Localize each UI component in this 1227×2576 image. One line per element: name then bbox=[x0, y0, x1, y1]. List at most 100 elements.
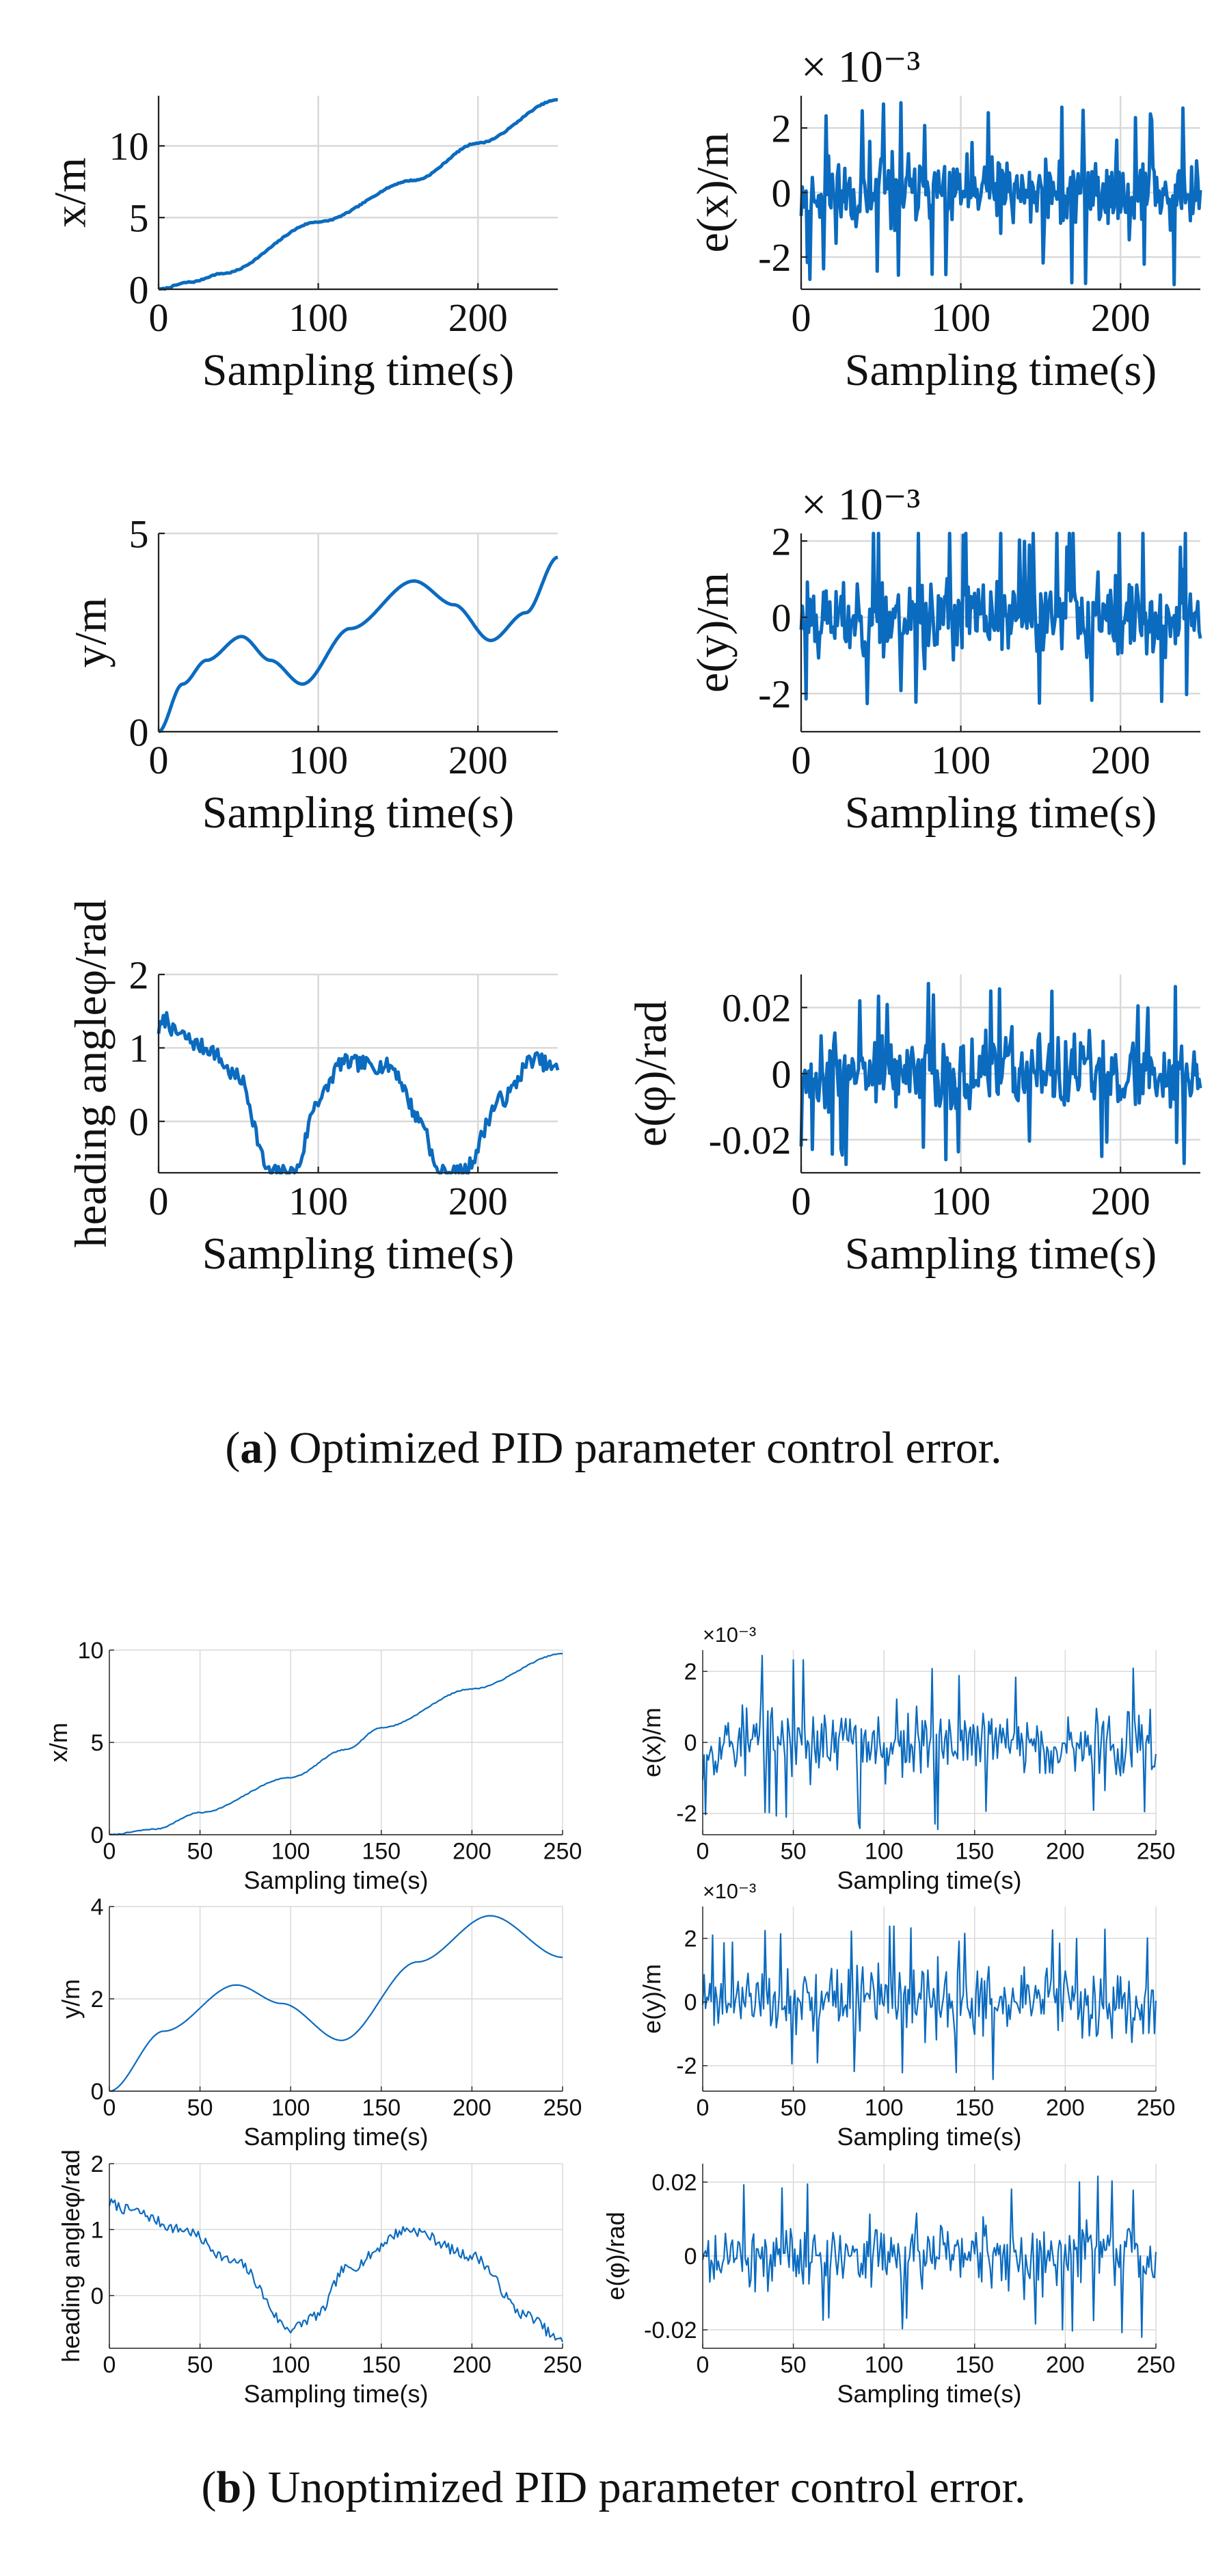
y-tick-label: -2 bbox=[676, 2054, 697, 2080]
x-tick-label: 100 bbox=[865, 2352, 904, 2378]
x-tick-label: 100 bbox=[288, 1179, 348, 1223]
x-tick-label: 50 bbox=[187, 2095, 213, 2121]
x-tick-label: 250 bbox=[543, 1839, 582, 1865]
chart-b-x: 0 50 100 150 200 250 0 5 10 Sampling time(s) x/m bbox=[44, 1638, 582, 1894]
y-axis-label: e(x)/m bbox=[688, 133, 738, 253]
y-tick-label: 0 bbox=[129, 710, 149, 754]
y-tick-label: 0.02 bbox=[651, 2170, 697, 2196]
y-tick-label: 5 bbox=[91, 1730, 104, 1756]
grid-a-y bbox=[157, 532, 558, 733]
x-tick-label: 200 bbox=[453, 2352, 491, 2378]
y-axis-label: x/m bbox=[46, 157, 96, 228]
caption-b: (b) Unoptimized PID parameter control er… bbox=[0, 2462, 1227, 2514]
y-tick-label: 10 bbox=[78, 1638, 104, 1664]
y-tick-label: 0 bbox=[91, 2079, 104, 2105]
y-tick-label: 2 bbox=[684, 1659, 697, 1685]
series-line-b-x-0 bbox=[109, 1652, 563, 1836]
x-tick-label: 0 bbox=[103, 1839, 116, 1865]
x-axis-label: Sampling time(s) bbox=[845, 788, 1157, 838]
x-tick-label: 200 bbox=[1046, 1839, 1085, 1865]
x-tick-label: 150 bbox=[955, 1839, 994, 1865]
caption-a-paren: ( bbox=[225, 1423, 241, 1473]
series-line-a-ex-0 bbox=[799, 101, 1202, 287]
series-line-b-h-0 bbox=[108, 2198, 564, 2343]
x-tick-label: 0 bbox=[792, 295, 811, 340]
grid-a-x bbox=[157, 96, 558, 291]
x-tick-label: 100 bbox=[931, 738, 990, 782]
y-tick-label: 0 bbox=[684, 1990, 697, 2016]
x-tick-label: 150 bbox=[955, 2095, 994, 2121]
y-tick-label: -0.02 bbox=[644, 2318, 697, 2343]
x-axis-label: Sampling time(s) bbox=[202, 1229, 514, 1279]
y-tick-label: 5 bbox=[129, 512, 149, 556]
y-tick-label: 0 bbox=[91, 1822, 104, 1848]
series-line-a-y-0 bbox=[158, 555, 558, 734]
x-tick-label: 200 bbox=[1091, 1179, 1150, 1223]
x-tick-label: 200 bbox=[448, 738, 508, 782]
x-tick-label: 200 bbox=[1046, 2352, 1085, 2378]
x-tick-label: 0 bbox=[792, 1179, 811, 1223]
y-tick-label: 2 bbox=[684, 1926, 697, 1952]
y-tick-label: 0 bbox=[129, 267, 149, 312]
x-tick-label: 200 bbox=[453, 1839, 491, 1865]
series-line-b-y-0 bbox=[109, 1915, 563, 2093]
caption-a-text: ) Optimized PID parameter control error. bbox=[262, 1423, 1002, 1473]
y-axis-label: e(φ)/rad bbox=[626, 1000, 676, 1147]
y-axis-label: e(φ)/rad bbox=[602, 2212, 630, 2300]
y-tick-label: 1 bbox=[129, 1026, 149, 1071]
y-tick-label: 1 bbox=[91, 2217, 104, 2243]
x-axis-label: Sampling time(s) bbox=[243, 2123, 428, 2151]
y-axis-label: x/m bbox=[44, 1723, 72, 1762]
y-axis-label: heading angleφ/rad bbox=[57, 2149, 85, 2363]
x-tick-label: 200 bbox=[453, 2095, 491, 2121]
chart-a-y: 0 100 200 0 5 Sampling time(s) y/m bbox=[66, 512, 558, 838]
x-tick-label: 100 bbox=[288, 738, 348, 782]
series-line-b-ex-0 bbox=[701, 1654, 1157, 1831]
x-tick-label: 100 bbox=[271, 1839, 310, 1865]
caption-a-letter: a bbox=[240, 1423, 263, 1473]
x-tick-label: 250 bbox=[1137, 2352, 1176, 2378]
x-tick-label: 0 bbox=[697, 1839, 710, 1865]
x-axis-label: Sampling time(s) bbox=[837, 2123, 1021, 2151]
y-tick-label: 2 bbox=[91, 1987, 104, 2013]
x-tick-label: 0 bbox=[149, 738, 169, 782]
chart-a-h: 0 100 200 0 1 2 Sampling time(s) heading angleφ… bbox=[66, 899, 560, 1279]
caption-b-letter: b bbox=[216, 2462, 242, 2512]
y-tick-label: 0 bbox=[772, 171, 792, 215]
x-tick-label: 50 bbox=[781, 1839, 807, 1865]
grid-b-y bbox=[109, 1906, 563, 2092]
y-tick-label: 4 bbox=[91, 1894, 104, 1920]
exponent-label: ×10⁻³ bbox=[703, 1880, 756, 1903]
chart-a-x: 0 100 200 0 5 10 Sampling time(s) x/m bbox=[46, 96, 558, 395]
x-tick-label: 250 bbox=[543, 2352, 582, 2378]
x-tick-label: 250 bbox=[1137, 2095, 1176, 2121]
x-tick-label: 200 bbox=[448, 1179, 508, 1223]
series-line-a-h-0 bbox=[157, 1011, 560, 1175]
y-tick-label: 2 bbox=[129, 953, 149, 997]
x-tick-label: 100 bbox=[865, 2095, 904, 2121]
x-tick-label: 150 bbox=[362, 2352, 401, 2378]
y-tick-label: -2 bbox=[758, 672, 791, 717]
y-axis-label: e(y)/m bbox=[688, 572, 738, 693]
exponent-label: × 10⁻³ bbox=[801, 480, 920, 530]
exponent-label: ×10⁻³ bbox=[703, 1623, 756, 1647]
x-tick-label: 200 bbox=[1091, 295, 1150, 340]
grid-b-ey bbox=[702, 1907, 1157, 2091]
caption-b-paren: ( bbox=[201, 2462, 217, 2512]
x-tick-label: 50 bbox=[187, 1839, 213, 1865]
x-tick-label: 250 bbox=[543, 2095, 582, 2121]
y-tick-label: 0 bbox=[684, 2244, 697, 2270]
y-tick-label: 2 bbox=[91, 2151, 104, 2177]
x-axis-label: Sampling time(s) bbox=[837, 1866, 1021, 1894]
x-tick-label: 100 bbox=[931, 1179, 990, 1223]
y-axis-label: heading angleφ/rad bbox=[66, 899, 116, 1247]
x-axis-label: Sampling time(s) bbox=[837, 2380, 1021, 2408]
x-axis-label: Sampling time(s) bbox=[202, 345, 514, 395]
series-line-b-eh-0 bbox=[701, 2175, 1157, 2338]
